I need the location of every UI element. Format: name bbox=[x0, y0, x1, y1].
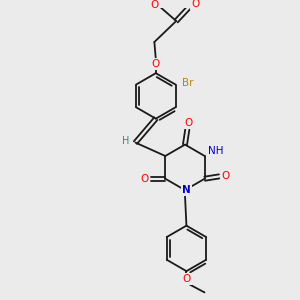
Text: O: O bbox=[191, 0, 199, 9]
Text: O: O bbox=[182, 274, 190, 284]
Text: O: O bbox=[151, 0, 159, 10]
Text: Br: Br bbox=[182, 78, 194, 88]
Text: H: H bbox=[122, 136, 129, 146]
Text: N: N bbox=[182, 185, 191, 195]
Text: O: O bbox=[152, 59, 160, 69]
Text: O: O bbox=[221, 171, 230, 182]
Text: O: O bbox=[184, 118, 193, 128]
Text: NH: NH bbox=[208, 146, 224, 156]
Text: O: O bbox=[140, 174, 148, 184]
